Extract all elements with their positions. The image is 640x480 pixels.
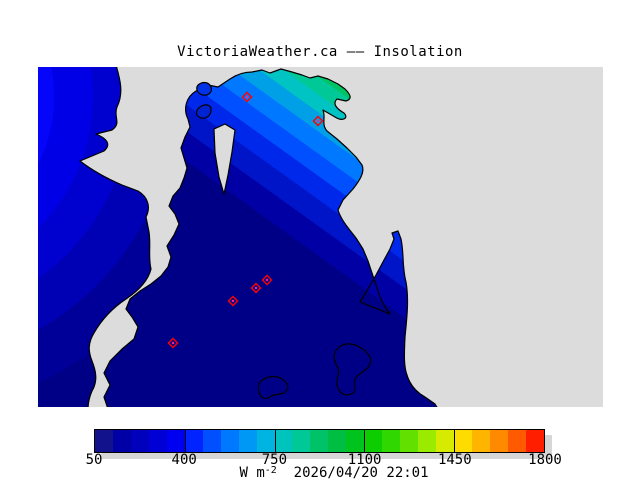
colorbar-tick-label: 750 <box>261 452 288 468</box>
colorbar-segment <box>95 430 113 452</box>
colorbar-segment <box>310 430 329 452</box>
station-marker <box>261 274 273 286</box>
colorbar-segment <box>184 430 203 452</box>
colorbar-caption: W m-2 2026/04/20 22:01 <box>94 465 574 480</box>
colorbar-segment <box>274 430 293 452</box>
station-marker <box>241 91 253 103</box>
colorbar-segment <box>472 430 490 452</box>
unit-exponent: -2 <box>264 465 277 476</box>
station-marker <box>227 295 239 307</box>
colorbar-segment <box>454 430 473 452</box>
islet <box>195 104 212 119</box>
colorbar-segment <box>112 430 131 452</box>
colorbar-tick-line <box>274 430 276 452</box>
colorbar-segment <box>256 430 275 452</box>
colorbar-segment <box>507 430 526 452</box>
colorbar-tick-label: 1450 <box>437 452 472 468</box>
insolation-map <box>38 67 603 407</box>
colorbar-segment <box>148 430 167 452</box>
outlined-island <box>257 375 289 399</box>
colorbar-segment <box>166 430 185 452</box>
colorbar-gradient <box>94 429 545 453</box>
colorbar-segment <box>364 430 383 452</box>
colorbar-tick-label: 1100 <box>347 452 382 468</box>
main-landmass <box>103 68 438 407</box>
colorbar-segment <box>346 430 365 452</box>
colorbar-segment <box>202 430 221 452</box>
timestamp-label: 2026/04/20 22:01 <box>293 465 429 480</box>
colorbar-segment <box>130 430 149 452</box>
station-marker <box>167 337 179 349</box>
unit-label: W m <box>239 465 265 480</box>
colorbar-segment <box>489 430 508 452</box>
colorbar-segment <box>525 430 544 452</box>
colorbar-segment <box>328 430 347 452</box>
colorbar-segment <box>436 430 455 452</box>
colorbar-tick-label: 1800 <box>528 452 562 468</box>
outlined-island <box>333 343 372 396</box>
islet <box>196 81 213 96</box>
colorbar-tick-line <box>454 430 456 452</box>
colorbar-segment <box>220 430 239 452</box>
colorbar-tick-line <box>184 430 186 452</box>
colorbar-segment <box>400 430 419 452</box>
page-title: VictoriaWeather.ca —— Insolation <box>177 44 463 60</box>
caption-spacer <box>277 465 294 480</box>
colorbar-tick-labels: 50 400 750 1100 1450 1800 <box>86 452 562 468</box>
map-canvas <box>38 67 603 407</box>
station-marker <box>312 115 324 127</box>
station-marker <box>250 282 262 294</box>
colorbar-tick-line <box>364 430 366 452</box>
colorbar-segment <box>418 430 437 452</box>
colorbar-segment <box>292 430 311 452</box>
station-markers <box>167 91 324 349</box>
inlet <box>213 123 236 195</box>
colorbar-segment <box>382 430 401 452</box>
west-landmass <box>38 67 152 407</box>
colorbar-tick-label: 400 <box>171 452 197 468</box>
colorbar-tick-label: 50 <box>85 452 103 468</box>
colorbar-segment <box>238 430 257 452</box>
